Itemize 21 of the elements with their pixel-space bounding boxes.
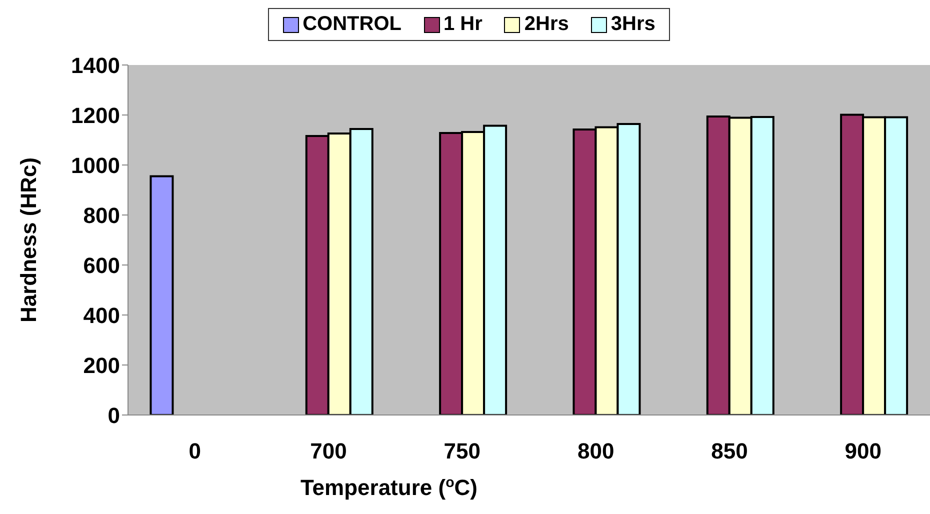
- x-axis-title: Temperature ($^{o}$C): [300, 475, 478, 500]
- y-tick-label: 1000: [71, 152, 120, 178]
- bar: [150, 175, 174, 415]
- y-tick-label: 600: [83, 252, 120, 278]
- y-axis-title: Hardness (HRc): [16, 157, 41, 323]
- x-tick-label: 750: [444, 438, 481, 464]
- y-tick-label: 0: [108, 402, 120, 428]
- legend-label: 1 Hr: [444, 13, 482, 36]
- x-tick-label: 800: [577, 438, 614, 464]
- x-tick-label: 0: [188, 438, 201, 464]
- legend-label: CONTROL: [302, 13, 402, 36]
- x-tick-label: 850: [711, 438, 748, 464]
- y-tick-label: 800: [83, 202, 120, 228]
- y-tick-label: 400: [83, 302, 120, 328]
- x-tick-label: 700: [310, 438, 347, 464]
- legend-label: 2Hrs: [524, 13, 569, 36]
- y-tick-label: 1200: [71, 102, 120, 128]
- y-tick-label: 1400: [71, 52, 120, 78]
- y-tick-label: 200: [83, 352, 120, 378]
- x-tick-label: 900: [844, 438, 882, 464]
- legend-label: 3Hrs: [610, 13, 656, 36]
